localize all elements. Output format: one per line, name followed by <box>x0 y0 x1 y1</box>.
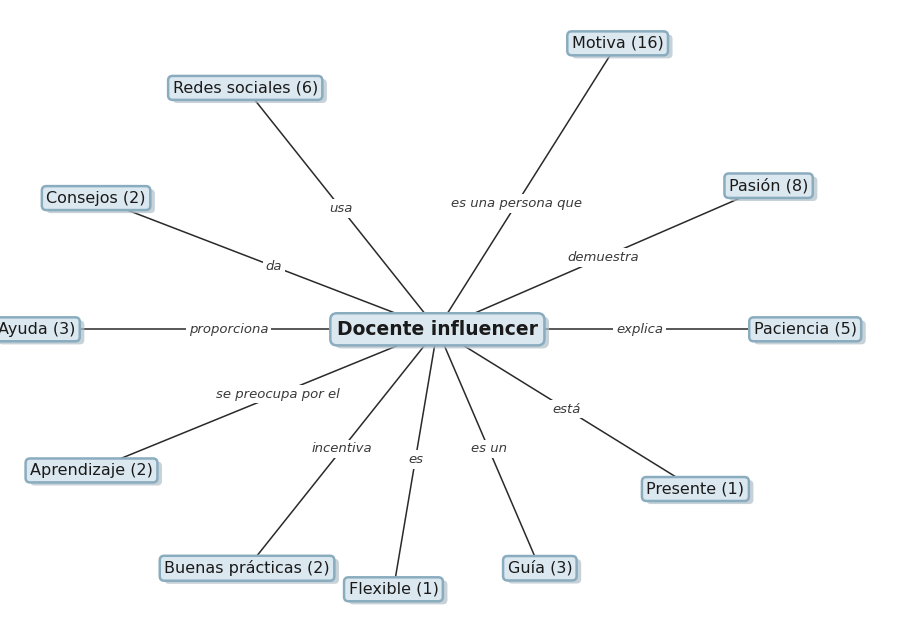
Text: Pasión (8): Pasión (8) <box>734 181 813 197</box>
Text: se preocupa por el: se preocupa por el <box>216 387 340 400</box>
Text: Redes sociales (6): Redes sociales (6) <box>178 84 322 98</box>
Text: Docente influencer: Docente influencer <box>337 320 538 339</box>
Text: Guía (3): Guía (3) <box>508 560 572 576</box>
Text: proporciona: proporciona <box>189 322 269 336</box>
Text: explica: explica <box>616 322 663 336</box>
Text: Buenas prácticas (2): Buenas prácticas (2) <box>168 563 335 579</box>
Text: Aprendizaje (2): Aprendizaje (2) <box>35 466 157 481</box>
Text: es una persona que: es una persona que <box>451 197 582 210</box>
Text: incentiva: incentiva <box>312 442 372 456</box>
Text: Ayuda (3): Ayuda (3) <box>0 322 75 337</box>
Text: Ayuda (3): Ayuda (3) <box>3 325 80 340</box>
Text: demuestra: demuestra <box>567 251 639 264</box>
Text: Paciencia (5): Paciencia (5) <box>754 322 856 337</box>
Text: Consejos (2): Consejos (2) <box>47 191 145 206</box>
Text: Presente (1): Presente (1) <box>646 482 745 496</box>
Text: Docente influencer: Docente influencer <box>341 323 543 342</box>
Text: Flexible (1): Flexible (1) <box>349 582 438 597</box>
Text: Redes sociales (6): Redes sociales (6) <box>173 80 318 95</box>
Text: Motiva (16): Motiva (16) <box>576 39 668 54</box>
Text: Flexible (1): Flexible (1) <box>353 585 443 600</box>
Text: Paciencia (5): Paciencia (5) <box>759 325 861 340</box>
Text: Buenas prácticas (2): Buenas prácticas (2) <box>164 560 330 576</box>
Text: Aprendizaje (2): Aprendizaje (2) <box>30 463 153 478</box>
Text: da: da <box>265 260 282 273</box>
Text: usa: usa <box>329 202 353 215</box>
Text: es un: es un <box>470 442 507 456</box>
Text: es: es <box>408 452 423 466</box>
Text: Pasión (8): Pasión (8) <box>729 178 808 194</box>
Text: Guía (3): Guía (3) <box>512 563 576 579</box>
Text: Motiva (16): Motiva (16) <box>572 36 663 51</box>
Text: Consejos (2): Consejos (2) <box>51 194 150 209</box>
Text: está: está <box>552 402 581 416</box>
Text: Presente (1): Presente (1) <box>651 485 749 500</box>
